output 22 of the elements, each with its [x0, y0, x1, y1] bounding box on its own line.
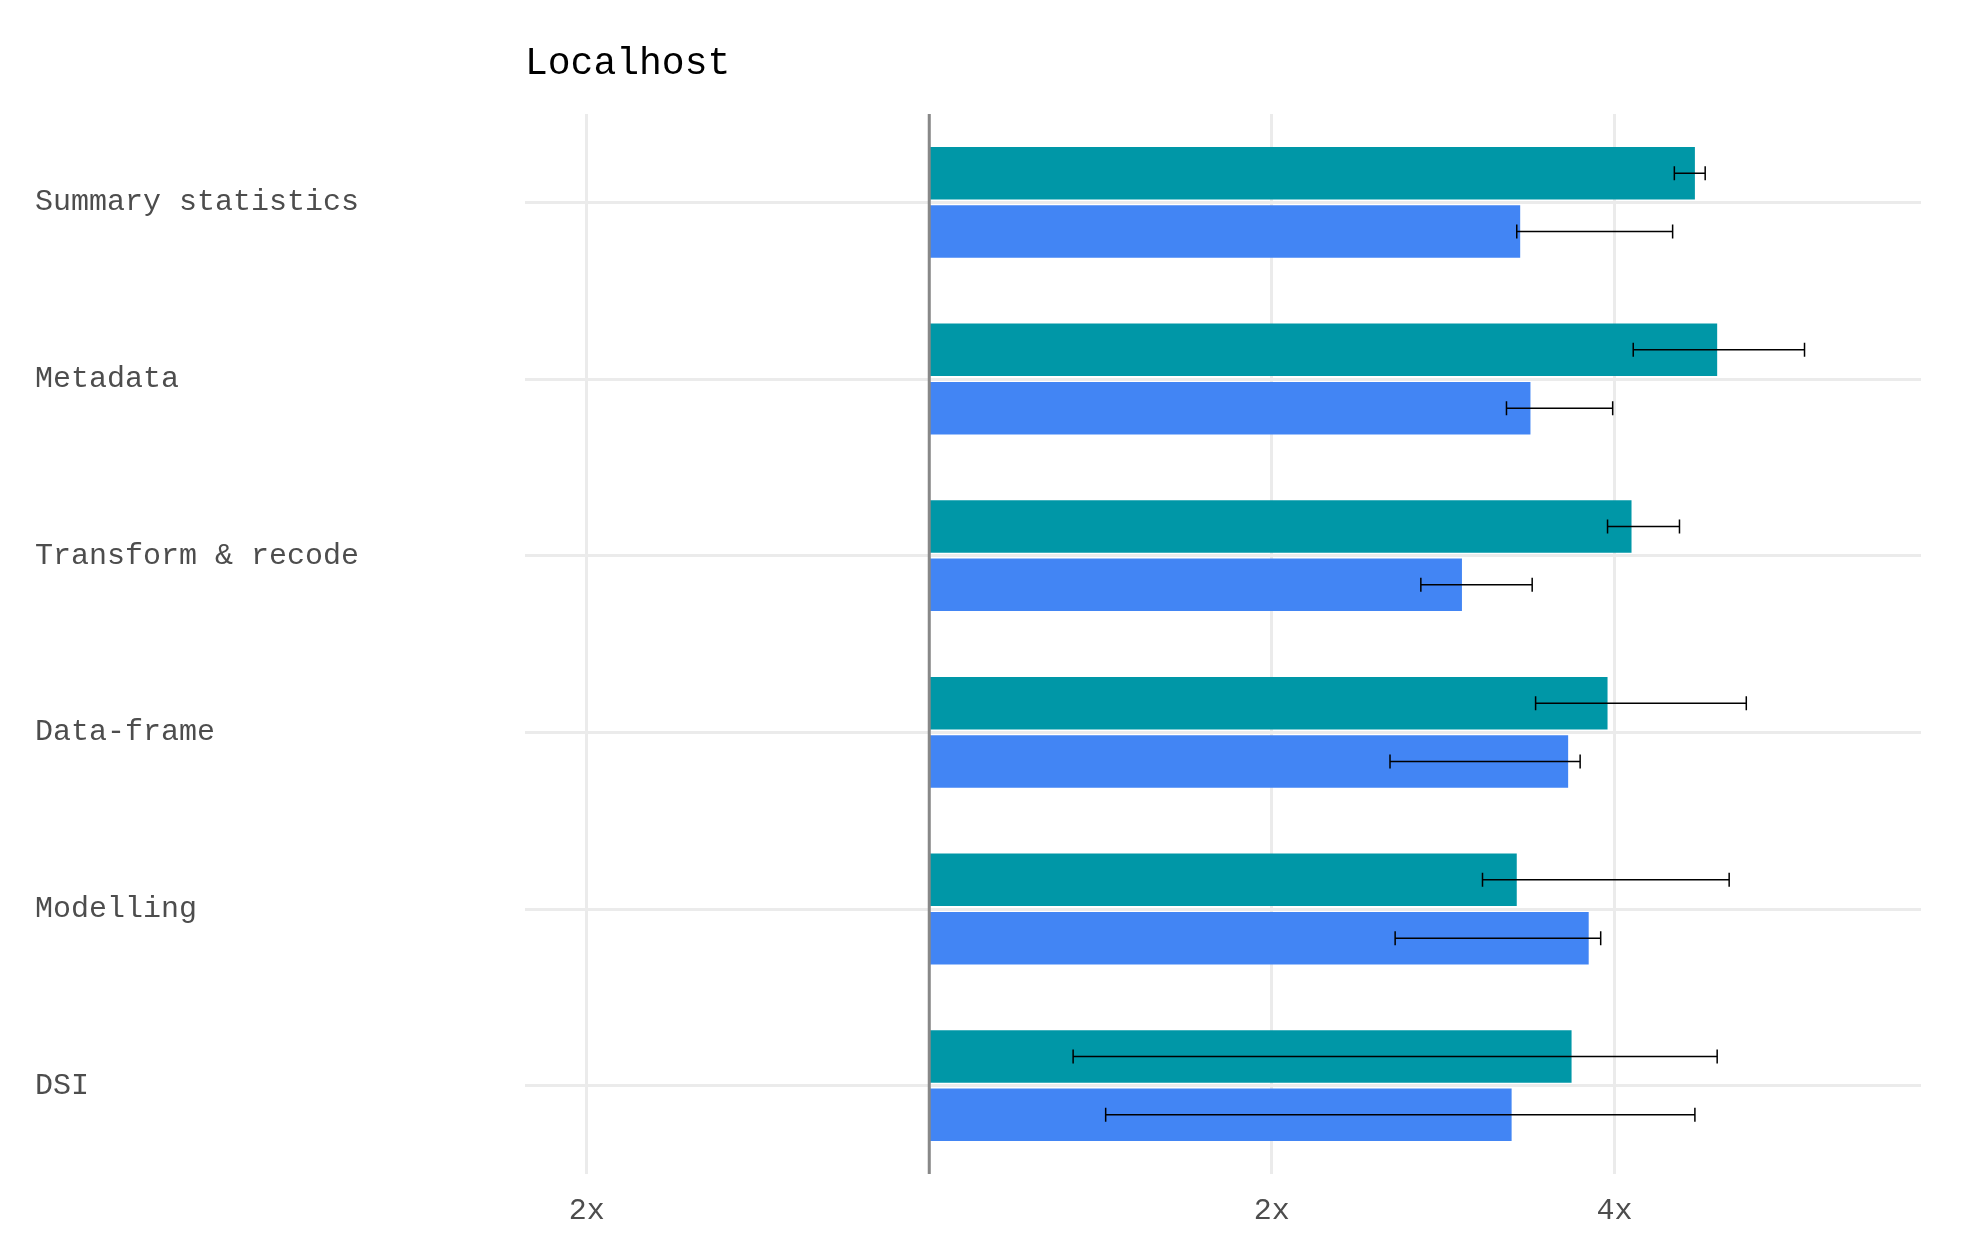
- y-tick-label: Data-frame: [35, 715, 216, 749]
- y-tick-label: Metadata: [35, 362, 180, 396]
- bar: [929, 146, 1695, 200]
- y-tick-label: Summary statistics: [35, 185, 360, 219]
- bar: [929, 1030, 1572, 1083]
- bar: [929, 735, 1569, 788]
- x-tick-label: 2x: [1253, 1194, 1290, 1228]
- bar: [929, 381, 1531, 435]
- bar: [929, 323, 1718, 377]
- bar: [929, 911, 1589, 965]
- x-tick-label: 2x: [568, 1194, 605, 1228]
- y-tick-label: Transform & recode: [35, 539, 360, 573]
- bar: [929, 205, 1521, 258]
- y-tick-label: DSI: [35, 1069, 90, 1103]
- bar: [929, 558, 1462, 612]
- x-tick-label: 4x: [1596, 1194, 1633, 1228]
- bar: [929, 853, 1517, 907]
- bar: [929, 676, 1608, 730]
- bar: [929, 1088, 1512, 1142]
- chart-title: Localhost: [525, 41, 731, 85]
- y-tick-label: Modelling: [35, 892, 198, 926]
- bar: [929, 500, 1632, 553]
